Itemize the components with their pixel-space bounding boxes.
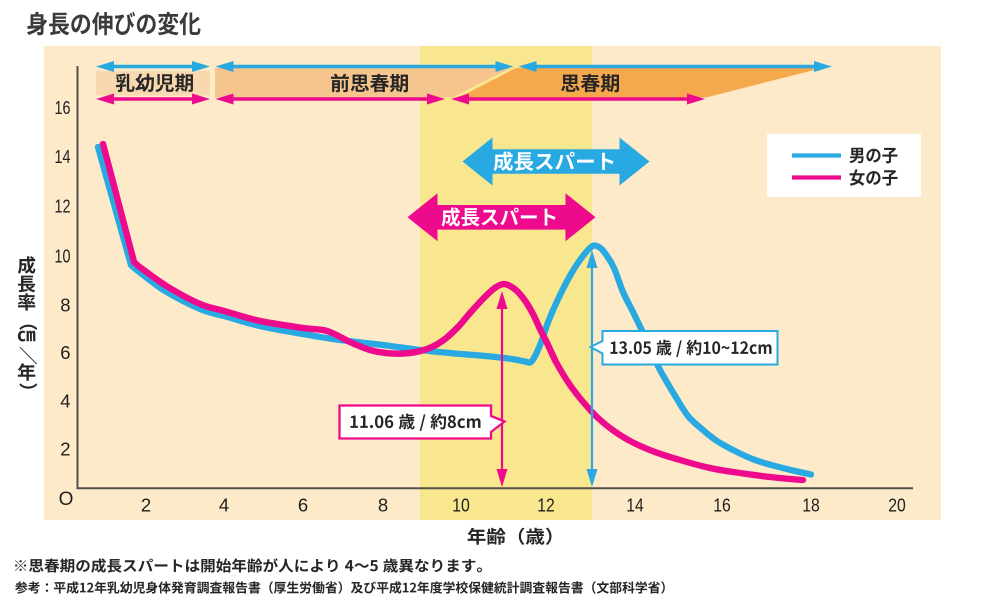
svg-text:18: 18: [802, 495, 820, 516]
svg-text:10: 10: [55, 246, 71, 267]
svg-text:12: 12: [55, 196, 71, 217]
svg-text:10: 10: [452, 495, 470, 516]
svg-text:O: O: [59, 489, 74, 510]
svg-text:2: 2: [60, 439, 70, 460]
svg-text:6: 6: [298, 495, 308, 516]
svg-text:4: 4: [60, 391, 70, 412]
svg-text:16: 16: [713, 495, 731, 516]
svg-text:14: 14: [626, 495, 644, 516]
svg-text:2: 2: [141, 495, 151, 516]
svg-text:20: 20: [888, 495, 906, 516]
svg-text:14: 14: [55, 146, 71, 167]
svg-text:16: 16: [55, 97, 71, 118]
svg-text:8: 8: [60, 295, 70, 316]
svg-text:6: 6: [60, 342, 70, 363]
svg-text:12: 12: [537, 495, 555, 516]
svg-text:8: 8: [378, 495, 388, 516]
svg-text:4: 4: [219, 495, 229, 516]
